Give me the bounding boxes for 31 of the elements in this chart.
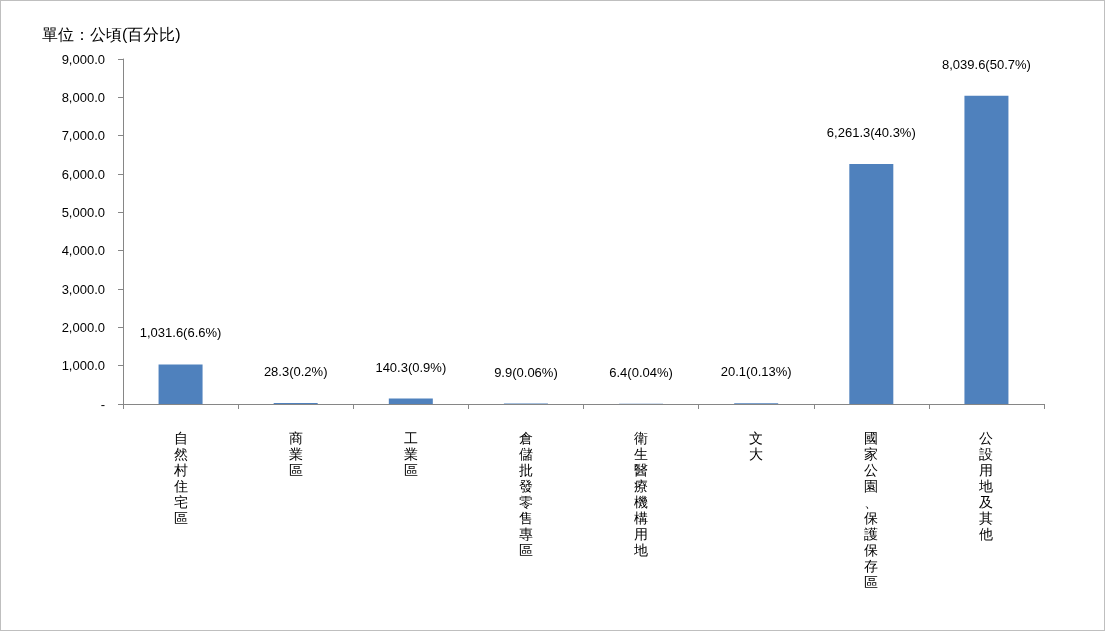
y-tick-label: 2,000.0 bbox=[61, 319, 105, 335]
x-tick-label: 倉儲批發零售專區 bbox=[518, 430, 533, 558]
data-label: 9.9(0.06%) bbox=[494, 364, 558, 380]
bar bbox=[158, 364, 203, 404]
data-label: 1,031.6(6.6%) bbox=[139, 325, 222, 341]
bar bbox=[964, 95, 1009, 404]
x-tick-label: 文大 bbox=[749, 430, 764, 462]
x-tick-label: 自然村住宅區 bbox=[172, 430, 188, 526]
y-tick-label: 1,000.0 bbox=[61, 358, 105, 374]
y-tick-label: 9,000.0 bbox=[61, 51, 105, 67]
x-tick-label: 公設用地及其他 bbox=[978, 430, 994, 542]
x-tick-label: 商業區 bbox=[288, 430, 303, 478]
y-tick-label: 4,000.0 bbox=[61, 243, 105, 259]
data-label: 8,039.6(50.7%) bbox=[941, 56, 1031, 72]
bar bbox=[849, 163, 894, 404]
y-tick-label: 8,000.0 bbox=[61, 89, 105, 105]
data-label: 28.3(0.2%) bbox=[263, 363, 328, 379]
bar bbox=[388, 398, 433, 404]
y-tick-label: 6,000.0 bbox=[61, 166, 105, 182]
x-tick-label: 衛生醫療機構用地 bbox=[633, 430, 649, 558]
x-tick-label: 工業區 bbox=[403, 430, 418, 478]
y-tick-label: 5,000.0 bbox=[61, 204, 105, 220]
data-label: 140.3(0.9%) bbox=[375, 359, 447, 375]
data-label: 6,261.3(40.3%) bbox=[826, 124, 916, 140]
data-label: 6.4(0.04%) bbox=[609, 364, 673, 380]
data-label: 20.1(0.13%) bbox=[720, 364, 792, 380]
y-axis-title: 單位：公頃(百分比) bbox=[42, 25, 181, 43]
y-tick-label: 7,000.0 bbox=[61, 128, 105, 144]
y-tick-label: 3,000.0 bbox=[61, 281, 105, 297]
y-tick-label: - bbox=[100, 396, 105, 412]
category-label: 國家公園、保護保存區 bbox=[864, 430, 879, 590]
